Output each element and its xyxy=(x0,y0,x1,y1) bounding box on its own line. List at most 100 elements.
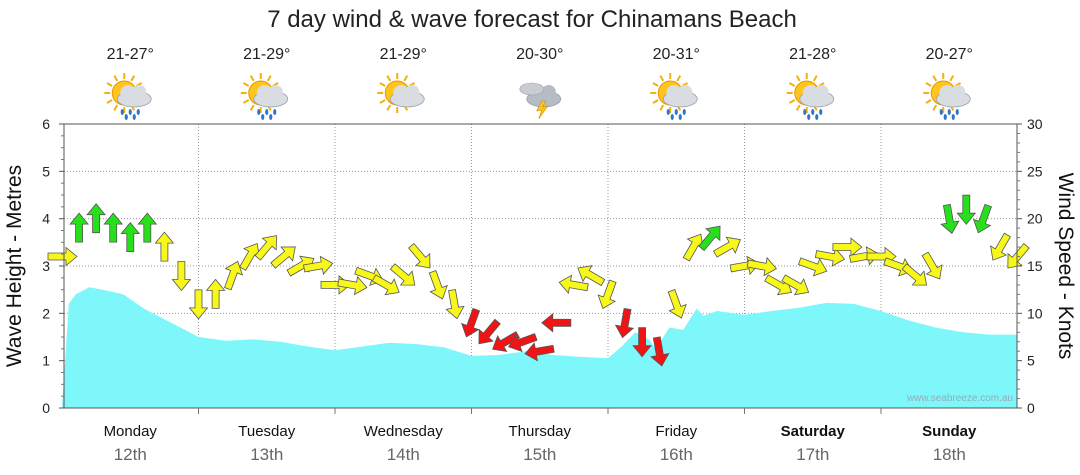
storm-cloud-icon xyxy=(519,82,562,120)
temperature-label: 21-29° xyxy=(380,46,427,63)
temperature-label: 20-27° xyxy=(926,46,973,63)
watermark: www.seabreeze.com.au xyxy=(906,393,1013,404)
wind-arrow xyxy=(614,307,635,339)
sun-cloud-rain-icon xyxy=(650,73,698,120)
wind-arrow xyxy=(371,274,400,296)
wave-height-area xyxy=(62,287,1018,408)
left-axis-label: Wave Height - Metres xyxy=(3,165,26,367)
left-tick-label: 3 xyxy=(42,258,50,274)
wind-arrow xyxy=(492,331,521,353)
wind-arrow xyxy=(47,246,78,267)
wind-arrow xyxy=(972,203,992,234)
left-axis-ticks: 0 1 2 3 4 5 6 xyxy=(42,116,64,416)
sun-cloud-icon xyxy=(377,73,425,113)
day-date-label: 16th xyxy=(660,445,693,464)
wind-arrow xyxy=(508,333,538,353)
day-labels: Monday 12th Tuesday 13th Wednesday 14th Thursd… xyxy=(104,408,977,464)
day-name-label: Monday xyxy=(104,423,158,440)
day-name-label: Sunday xyxy=(922,423,977,440)
wind-arrow xyxy=(541,312,572,333)
wind-arrow xyxy=(650,336,670,367)
right-axis-label: Wind Speed - Knots xyxy=(1054,173,1077,360)
day-name-label: Thursday xyxy=(508,423,571,440)
wind-arrow xyxy=(667,289,687,319)
wind-arrow xyxy=(921,251,943,280)
left-tick-label: 4 xyxy=(42,211,50,227)
wind-arrow xyxy=(901,263,928,286)
sun-cloud-rain-icon xyxy=(240,73,289,120)
wind-arrow xyxy=(781,274,810,296)
temperature-label: 20-31° xyxy=(653,46,700,63)
day-name-label: Wednesday xyxy=(364,423,443,440)
temperature-label: 21-29° xyxy=(243,46,290,63)
wind-arrow xyxy=(86,203,106,234)
wind-arrow xyxy=(445,289,465,320)
day-date-label: 14th xyxy=(387,445,420,464)
left-tick-label: 2 xyxy=(42,305,50,321)
wind-arrow xyxy=(205,278,226,309)
right-tick-label: 30 xyxy=(1027,116,1043,132)
left-tick-label: 0 xyxy=(42,400,50,416)
wave-area xyxy=(62,287,1018,408)
wind-arrow xyxy=(389,263,416,286)
right-tick-label: 5 xyxy=(1027,353,1035,369)
temperature-label: 21-27° xyxy=(107,46,154,63)
wind-arrow xyxy=(188,289,209,320)
left-tick-label: 1 xyxy=(42,353,50,369)
day-date-label: 13th xyxy=(250,445,283,464)
wind-arrow xyxy=(577,265,606,287)
wind-arrow xyxy=(270,246,296,269)
right-tick-label: 15 xyxy=(1027,258,1043,274)
right-axis-ticks: 0 5 10 15 20 25 30 xyxy=(1017,116,1043,416)
wind-arrow xyxy=(558,274,589,294)
right-tick-label: 25 xyxy=(1027,163,1043,179)
chart-title: 7 day wind & wave forecast for Chinamans… xyxy=(267,6,797,33)
temperature-label: 21-28° xyxy=(789,46,836,63)
right-tick-label: 10 xyxy=(1027,305,1043,321)
wind-arrow xyxy=(698,225,721,252)
wind-arrow xyxy=(746,256,777,277)
day-name-label: Saturday xyxy=(781,423,846,440)
sun-cloud-rain-icon xyxy=(104,73,152,120)
temperature-label: 20-30° xyxy=(516,46,563,63)
day-name-label: Friday xyxy=(655,423,697,440)
wind-arrow xyxy=(408,242,431,269)
wind-arrow xyxy=(597,279,617,310)
wind-arrow xyxy=(69,212,89,243)
left-tick-label: 6 xyxy=(42,116,50,132)
wind-arrow xyxy=(524,342,555,362)
wind-arrow xyxy=(103,212,124,243)
wind-arrow xyxy=(797,257,828,277)
right-tick-label: 0 xyxy=(1027,400,1035,416)
wind-arrow xyxy=(224,260,244,291)
sun-cloud-rain-icon xyxy=(923,73,971,120)
wind-arrow xyxy=(171,261,192,292)
wind-arrow xyxy=(461,307,481,338)
left-tick-label: 5 xyxy=(42,163,50,179)
wind-arrows xyxy=(47,194,1030,367)
wind-arrow xyxy=(154,231,175,262)
day-date-label: 15th xyxy=(523,445,556,464)
wind-arrow xyxy=(632,327,652,358)
wind-arrow xyxy=(956,194,977,225)
wind-arrow xyxy=(120,221,141,253)
wind-arrow xyxy=(478,318,501,345)
day-date-label: 12th xyxy=(114,445,147,464)
wind-arrow xyxy=(137,212,158,243)
wind-arrow xyxy=(990,232,1011,261)
wind-arrow xyxy=(940,203,960,235)
right-tick-label: 20 xyxy=(1027,211,1043,227)
wind-arrow xyxy=(428,270,448,300)
wind-arrow xyxy=(337,275,368,296)
temperature-row: 21-27° 21-29° 21-29° 20-30° 20-31° 21-28° 20-2… xyxy=(107,46,973,63)
day-name-label: Tuesday xyxy=(238,423,295,440)
wind-arrow xyxy=(303,255,334,276)
wind-arrow xyxy=(712,236,741,258)
wind-arrow xyxy=(1007,242,1030,269)
wind-arrow xyxy=(254,235,277,261)
day-date-label: 17th xyxy=(796,445,829,464)
day-date-label: 18th xyxy=(933,445,966,464)
weather-icon-row xyxy=(104,73,971,120)
sun-cloud-rain-icon xyxy=(786,73,835,120)
